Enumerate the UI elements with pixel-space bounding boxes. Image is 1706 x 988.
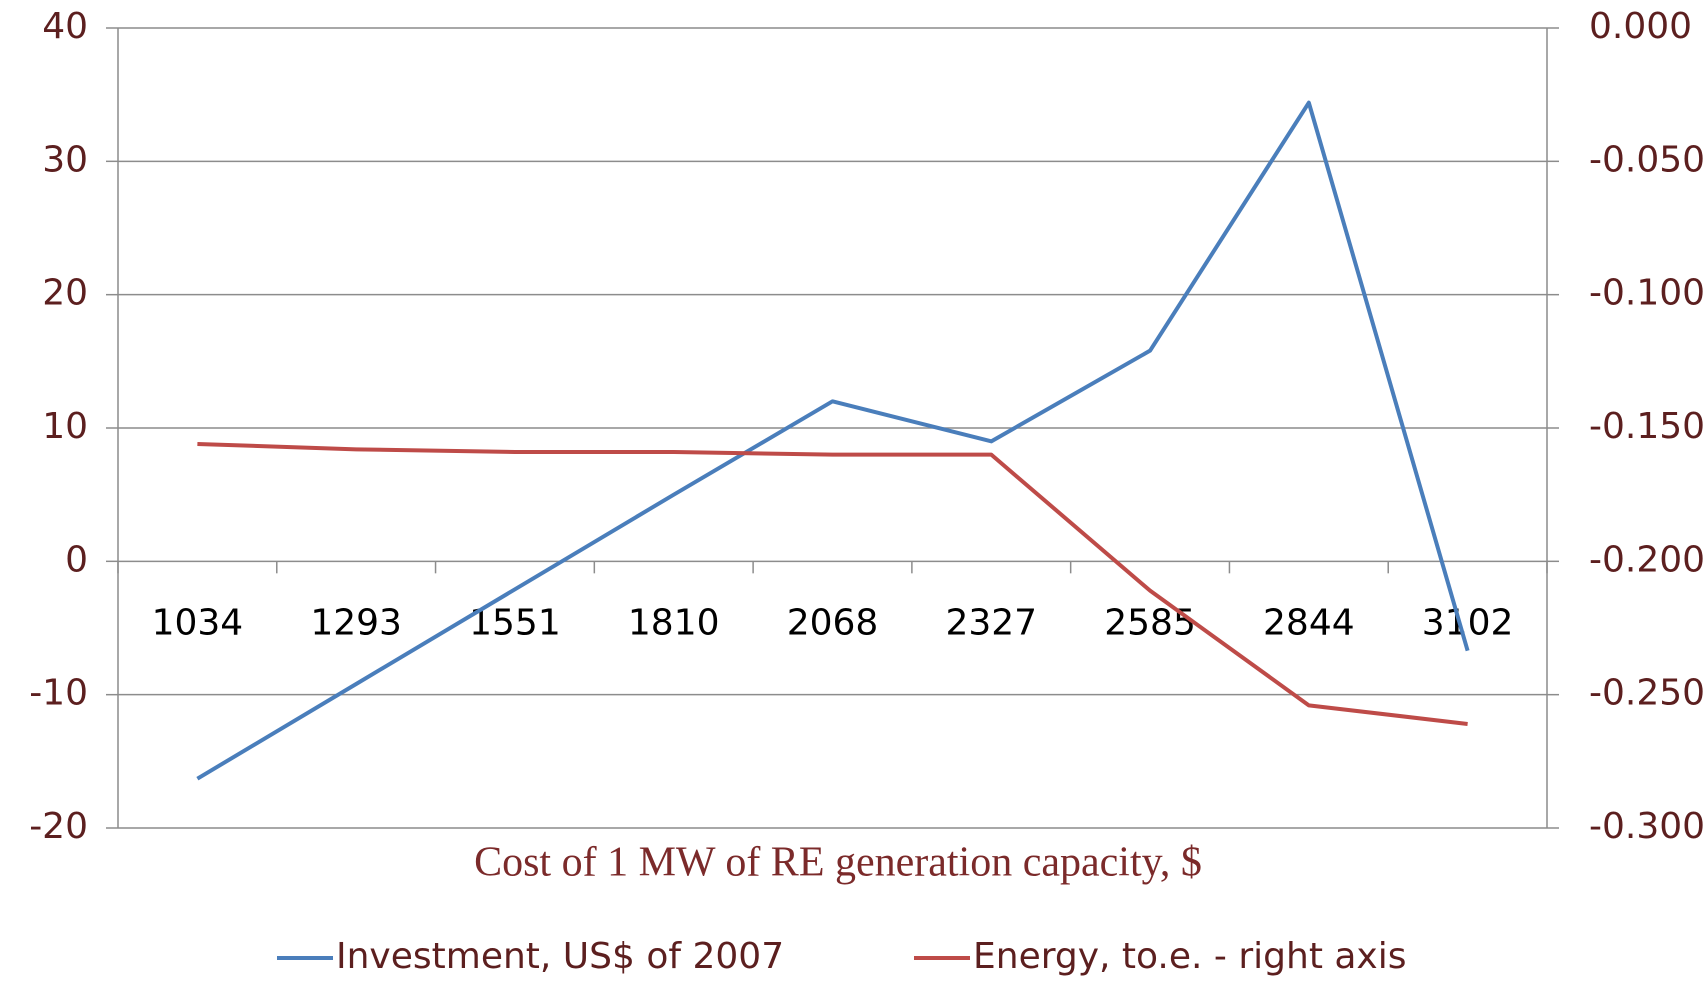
x-tick-label: 1810 [628,602,720,643]
y-tick-label: 40 [42,6,88,47]
x-tick-label: 2327 [945,602,1037,643]
y-tick-label: 30 [42,139,88,180]
y2-tick-label: -0.200 [1589,539,1705,580]
y2-tick-label: -0.100 [1589,273,1705,314]
y-tick-label: -20 [29,806,88,847]
y2-tick-label: -0.150 [1589,406,1705,447]
y2-tick-label: 0.000 [1589,6,1692,47]
x-tick-label: 1293 [310,602,402,643]
series-line [196,100,1470,781]
y-tick-label: 0 [65,539,88,580]
y-tick-label: 10 [42,406,88,447]
legend-label: Investment, US$ of 2007 [336,936,784,977]
x-axis-label: Cost of 1 MW of RE generation capacity, … [474,840,1202,886]
x-tick-label: 2068 [787,602,879,643]
y2-tick-label: -0.250 [1589,673,1705,714]
series-line [197,442,1468,726]
y-tick-label: 20 [42,273,88,314]
x-tick-label: 2585 [1104,602,1196,643]
y2-tick-label: -0.300 [1589,806,1705,847]
y2-tick-label: -0.050 [1589,139,1705,180]
legend-label: Energy, to.e. - right axis [973,936,1407,977]
x-tick-label: 1034 [152,602,244,643]
x-tick-label: 2844 [1263,602,1355,643]
y-tick-label: -10 [29,673,88,714]
x-tick-label: 3102 [1422,602,1514,643]
